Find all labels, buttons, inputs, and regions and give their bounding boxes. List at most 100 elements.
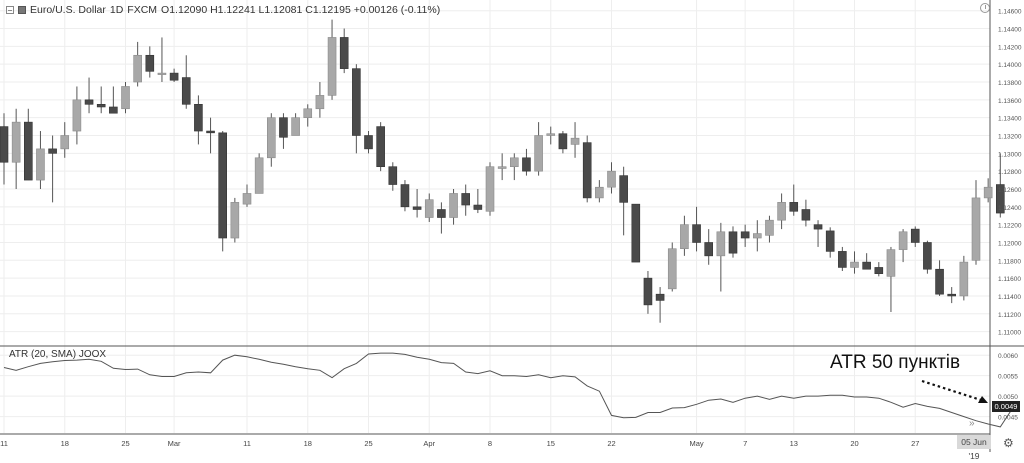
candle-body — [424, 199, 434, 218]
price-axis-label: 1.14200 — [998, 44, 1022, 51]
price-axis-label: 1.11200 — [998, 312, 1021, 319]
price-axis-label: 1.13000 — [998, 151, 1022, 158]
candle-body — [206, 130, 215, 134]
candle-body — [923, 242, 932, 270]
candle-body — [886, 249, 896, 277]
atr-axis-label: 0.0045 — [998, 415, 1018, 422]
candle-body — [655, 293, 665, 301]
candle-body — [643, 277, 653, 306]
candle-body — [765, 219, 774, 236]
price-axis-label: 1.12200 — [998, 223, 1022, 230]
atr-axis-label: 0.0055 — [998, 374, 1018, 381]
candle-body — [473, 204, 483, 210]
atr-series-line — [3, 352, 1013, 428]
chart-canvas[interactable]: 1.14600 1.14400 1.14200 1.14000 1.13800 1.136… — [0, 0, 1024, 452]
price-axis-label: 1.14400 — [998, 27, 1022, 34]
candle-body — [607, 170, 616, 188]
candle-body — [0, 126, 9, 163]
candle-body — [48, 148, 57, 154]
candle-body — [437, 209, 446, 218]
candle-body — [376, 126, 385, 168]
price-axis-label: 1.12600 — [998, 187, 1022, 194]
candle-body — [218, 132, 227, 239]
time-axis-label: 20 — [850, 439, 858, 448]
candle-body — [315, 95, 325, 110]
candle-body — [971, 197, 981, 261]
candle-body — [546, 133, 556, 136]
symbol-square-icon — [18, 6, 26, 14]
atr-value-badge: 0.0049 — [992, 401, 1020, 412]
candle-body — [461, 193, 471, 206]
candle-body — [667, 248, 677, 290]
collapse-icon[interactable] — [6, 6, 14, 14]
double-chevron-icon[interactable]: » — [969, 418, 975, 429]
candle-body — [947, 293, 957, 297]
candle-body — [874, 267, 884, 274]
time-axis-label: 25 — [364, 439, 372, 448]
time-axis-label: 8 — [488, 439, 492, 448]
candle-body — [898, 231, 908, 250]
candle-body — [570, 137, 580, 145]
clock-icon[interactable] — [980, 3, 990, 13]
price-axis-label: 1.11600 — [998, 276, 1021, 283]
ohlc-values: O1.12090 H1.12241 L1.12081 C1.12195 +0.0… — [161, 4, 441, 16]
time-axis-label: Mar — [168, 439, 181, 448]
candle-body — [400, 184, 410, 208]
time-axis-label: 15 — [547, 439, 555, 448]
candle-body — [181, 77, 191, 105]
candle-body — [813, 224, 823, 230]
main-legend: Euro/U.S. Dollar 1D FXCM O1.12090 H1.122… — [6, 4, 440, 16]
candle-body — [595, 186, 604, 199]
price-axis-label: 1.12000 — [998, 240, 1022, 247]
atr-axis-label: 0.0060 — [998, 353, 1018, 360]
candle-body — [680, 224, 689, 250]
candle-body — [522, 157, 531, 172]
time-axis-label: May — [689, 439, 703, 448]
candle-body — [509, 157, 519, 168]
candle-body — [983, 186, 993, 199]
symbol-name[interactable]: Euro/U.S. Dollar — [30, 4, 106, 16]
time-axis-label: 27 — [911, 439, 919, 448]
candle-body — [36, 148, 45, 181]
candle-body — [291, 117, 300, 136]
candle-body — [121, 86, 130, 110]
gear-icon[interactable]: ⚙ — [1003, 436, 1014, 450]
candle-body — [412, 206, 422, 210]
price-axis-label: 1.11000 — [998, 330, 1021, 337]
candle-body — [935, 268, 944, 295]
data-source: FXCM — [127, 4, 158, 16]
candle-body — [631, 203, 641, 263]
price-axis-label: 1.13600 — [998, 98, 1022, 105]
candle-body — [838, 251, 847, 268]
candle-body — [449, 193, 458, 218]
time-axis-label: 22 — [607, 439, 615, 448]
time-axis-label: 18 — [304, 439, 312, 448]
candle-body — [84, 99, 94, 105]
candle-body — [230, 202, 240, 239]
time-axis-label: 11 — [0, 439, 8, 448]
candle-body — [364, 135, 373, 150]
time-axis-label: 25 — [121, 439, 129, 448]
candle-body — [11, 121, 21, 163]
time-axis-label: 11 — [243, 439, 251, 448]
candle-body — [485, 166, 495, 212]
candle-body — [266, 117, 276, 159]
candle-body — [388, 166, 398, 185]
candle-body — [825, 230, 835, 252]
atr-legend[interactable]: ATR (20, SMA) JOOX — [9, 349, 107, 360]
price-axis-label: 1.13200 — [998, 134, 1022, 141]
candle-body — [96, 104, 106, 108]
candle-body — [692, 224, 701, 243]
candle-body — [72, 99, 82, 132]
candle-body — [279, 117, 288, 138]
date-badge: 05 Jun '19 — [957, 435, 991, 461]
candle-body — [704, 242, 714, 257]
candle-body — [254, 157, 264, 194]
candle-body — [740, 231, 750, 239]
annotation-arrow-head — [978, 396, 988, 403]
candle-body — [109, 106, 118, 114]
price-axis-label: 1.11400 — [998, 294, 1021, 301]
candle-body — [582, 142, 592, 199]
price-axis-label: 1.13400 — [998, 116, 1022, 123]
